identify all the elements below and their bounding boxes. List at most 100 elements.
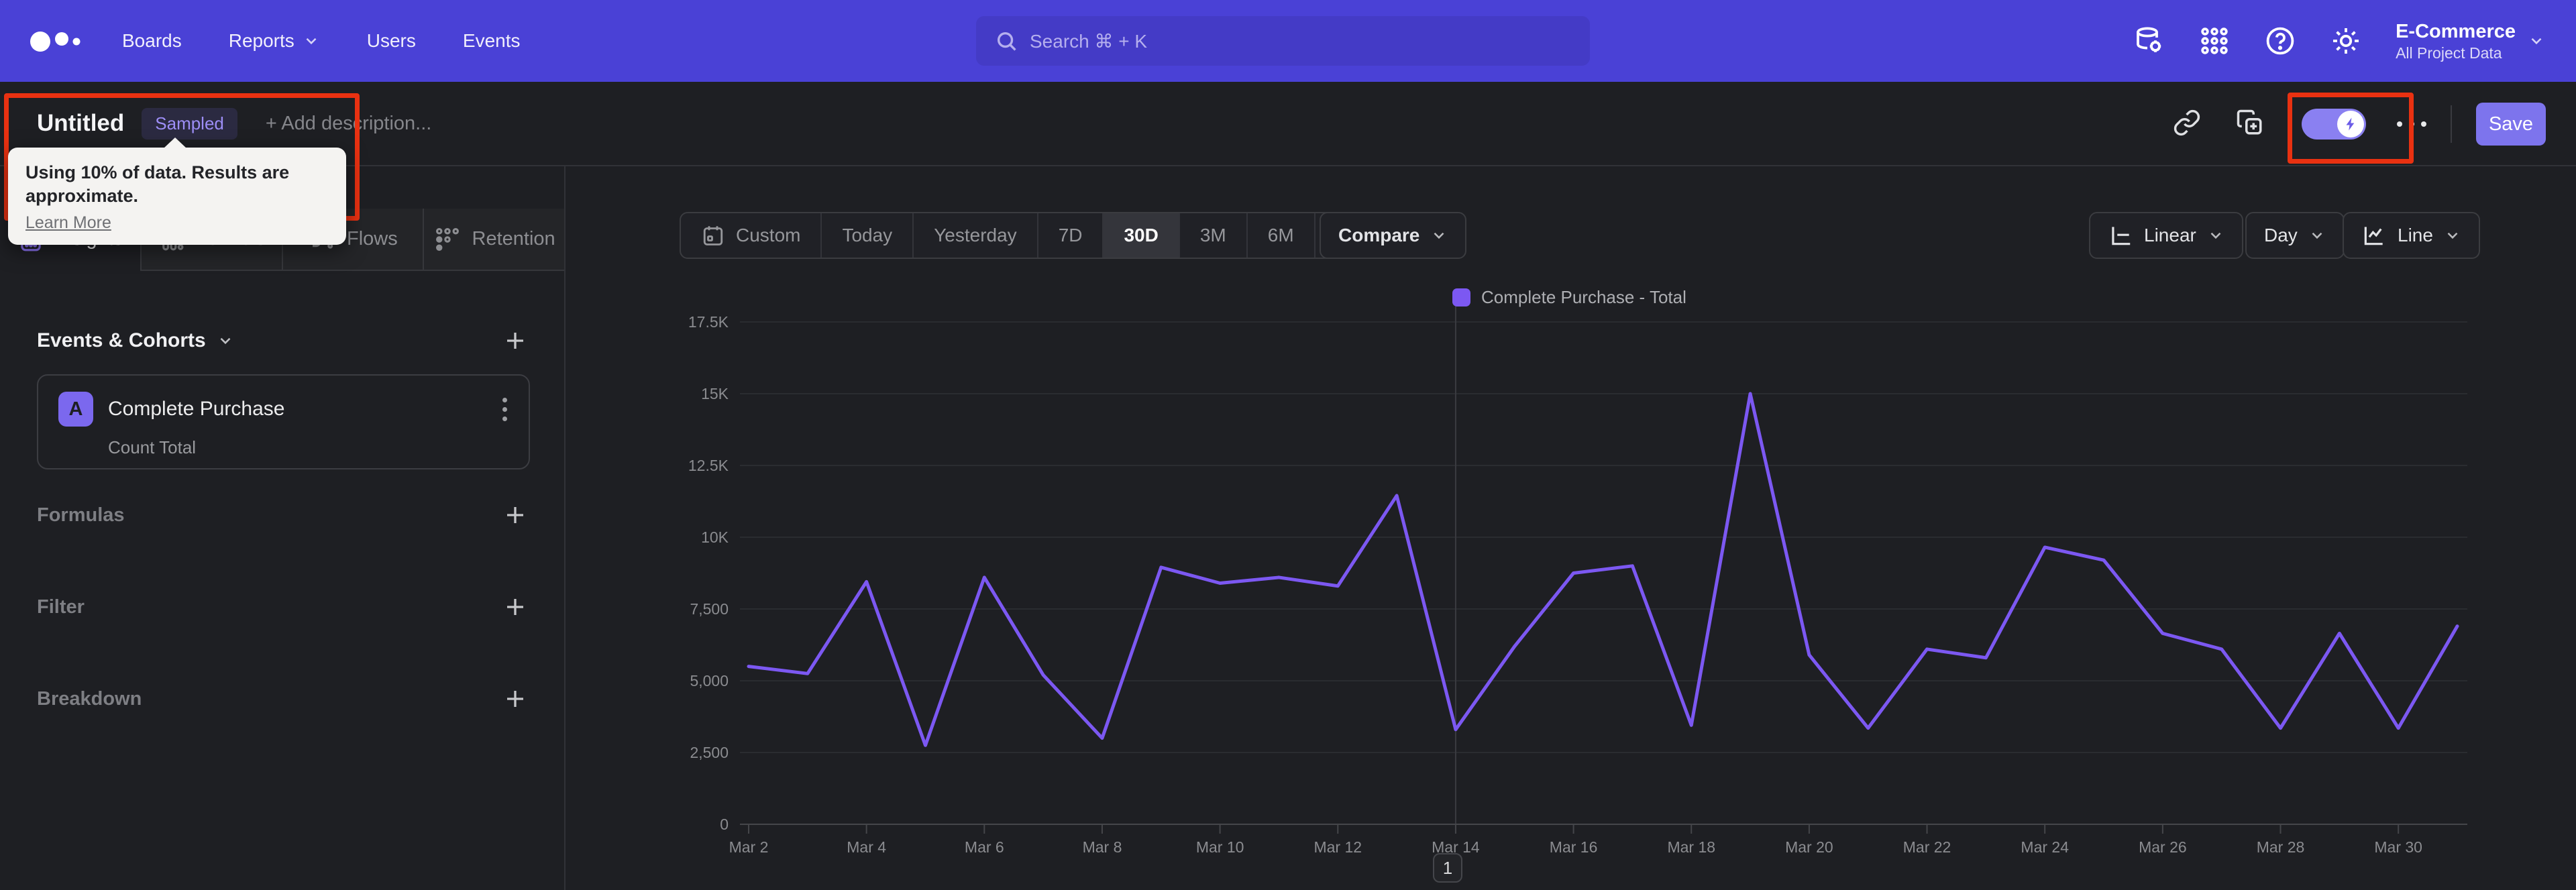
link-icon (2174, 109, 2200, 135)
svg-text:Mar 22: Mar 22 (1903, 838, 1951, 856)
filter-header: Filter (37, 596, 85, 618)
svg-text:2,500: 2,500 (690, 744, 729, 761)
svg-text:Mar 2: Mar 2 (729, 838, 769, 856)
search-input[interactable]: Search ⌘ + K (976, 16, 1590, 66)
svg-text:Mar 30: Mar 30 (2374, 838, 2422, 856)
chevron-down-icon (220, 337, 231, 345)
range-custom[interactable]: Custom (681, 213, 820, 258)
range-30d[interactable]: 30D (1102, 213, 1179, 258)
nav-item-events[interactable]: Events (462, 30, 521, 51)
svg-text:Mar 26: Mar 26 (2139, 838, 2187, 856)
add-breakdown-button[interactable] (503, 687, 527, 711)
apps-grid-icon[interactable] (2198, 25, 2231, 57)
svg-text:Mar 8: Mar 8 (1083, 838, 1122, 856)
svg-text:Mar 20: Mar 20 (1785, 838, 1833, 856)
query-sidebar: Insights Funnels Flows Retent (0, 166, 566, 890)
tab-retention[interactable]: Retention (423, 209, 564, 271)
events-cohorts-header[interactable]: Events & Cohorts (37, 329, 234, 352)
legend-swatch (1452, 288, 1470, 307)
sampling-toggle[interactable] (2302, 109, 2366, 140)
breakdown-header: Breakdown (37, 687, 142, 710)
range-today[interactable]: Today (820, 213, 912, 258)
top-nav: Boards Reports Users Events Search ⌘ + K (0, 0, 2576, 82)
compare-button[interactable]: Compare (1320, 212, 1467, 259)
event-measure[interactable]: Count Total (108, 437, 197, 457)
report-title[interactable]: Untitled (37, 110, 125, 136)
svg-text:0: 0 (720, 816, 729, 833)
add-description[interactable]: + Add description... (265, 112, 432, 134)
calendar-icon (703, 226, 723, 245)
search-icon (997, 32, 1016, 51)
project-name: E-Commerce (2396, 21, 2516, 43)
svg-text:Mar 12: Mar 12 (1313, 838, 1362, 856)
chart-legend[interactable]: Complete Purchase - Total (1452, 287, 1686, 308)
range-3m[interactable]: 3M (1178, 213, 1246, 258)
filter-row: Filter (37, 595, 527, 619)
report-header: Untitled Sampled + Add description... (0, 82, 2576, 166)
formulas-row: Formulas (37, 503, 527, 527)
formulas-header: Formulas (37, 504, 125, 526)
range-7d[interactable]: 7D (1036, 213, 1103, 258)
sampled-badge[interactable]: Sampled (142, 107, 237, 140)
event-options-button[interactable] (500, 395, 510, 424)
chart-type-dropdown[interactable]: Line (2343, 212, 2480, 259)
learn-more-link[interactable]: Learn More (25, 213, 111, 233)
nav-item-boards[interactable]: Boards (122, 30, 182, 51)
svg-text:Mar 6: Mar 6 (965, 838, 1004, 856)
mixpanel-logo-icon[interactable] (20, 17, 87, 64)
event-card-top: A Complete Purchase (58, 392, 510, 427)
project-selector[interactable]: E-Commerce All Project Data (2396, 19, 2545, 62)
events-cohorts-row: Events & Cohorts (37, 329, 527, 353)
chevron-down-icon (2531, 38, 2542, 45)
range-6m[interactable]: 6M (1246, 213, 1314, 258)
scale-dropdown[interactable]: Linear (2089, 212, 2243, 259)
save-button[interactable]: Save (2476, 103, 2546, 146)
report-header-actions: Save (2173, 82, 2576, 166)
legend-label: Complete Purchase - Total (1481, 287, 1686, 307)
svg-text:12.5K: 12.5K (688, 457, 729, 474)
nav-item-users[interactable]: Users (366, 30, 416, 51)
svg-text:Mar 10: Mar 10 (1196, 838, 1244, 856)
event-letter-badge: A (58, 392, 93, 427)
lightning-bolt-icon (2346, 117, 2355, 131)
nav-links: Boards Reports Users Events (122, 30, 521, 52)
svg-text:15K: 15K (701, 385, 729, 402)
retention-icon (435, 227, 459, 251)
svg-text:Mar 16: Mar 16 (1550, 838, 1598, 856)
svg-text:Mar 18: Mar 18 (1667, 838, 1715, 856)
chevron-down-icon (2447, 232, 2458, 239)
project-scope: All Project Data (2396, 44, 2502, 62)
header-divider (2451, 105, 2452, 143)
add-event-button[interactable] (503, 329, 527, 353)
range-yesterday[interactable]: Yesterday (912, 213, 1037, 258)
linear-scale-icon (2112, 227, 2131, 245)
more-options-button[interactable] (2397, 121, 2426, 127)
data-management-icon[interactable] (2133, 25, 2165, 57)
svg-text:Mar 4: Mar 4 (847, 838, 886, 856)
chevron-down-icon (1434, 232, 1444, 239)
chevron-down-icon (2312, 232, 2322, 239)
breakdown-row: Breakdown (37, 687, 527, 711)
nav-item-reports[interactable]: Reports (229, 30, 320, 52)
copy-link-button[interactable] (2173, 109, 2201, 140)
add-formula-button[interactable] (503, 503, 527, 527)
help-icon[interactable] (2264, 25, 2296, 57)
chevron-down-icon (2210, 232, 2221, 239)
copy-plus-icon (2237, 109, 2262, 134)
toggle-knob (2337, 111, 2364, 137)
settings-gear-icon[interactable] (2330, 25, 2362, 57)
event-card[interactable]: A Complete Purchase Count Total (37, 374, 530, 469)
search-placeholder: Search ⌘ + K (1030, 30, 1148, 52)
line-chart-icon (2364, 227, 2383, 245)
pagination-page-1[interactable]: 1 (1433, 853, 1462, 883)
svg-text:5,000: 5,000 (690, 672, 729, 689)
svg-text:10K: 10K (701, 529, 729, 546)
interval-dropdown[interactable]: Day (2245, 212, 2345, 259)
chevron-down-icon (306, 38, 317, 45)
sampling-tooltip: Using 10% of data. Results are approxima… (8, 137, 346, 245)
add-filter-button[interactable] (503, 595, 527, 619)
duplicate-button[interactable] (2236, 109, 2264, 140)
svg-text:Mar 28: Mar 28 (2257, 838, 2305, 856)
svg-text:17.5K: 17.5K (688, 313, 729, 331)
svg-text:Mar 24: Mar 24 (2021, 838, 2069, 856)
